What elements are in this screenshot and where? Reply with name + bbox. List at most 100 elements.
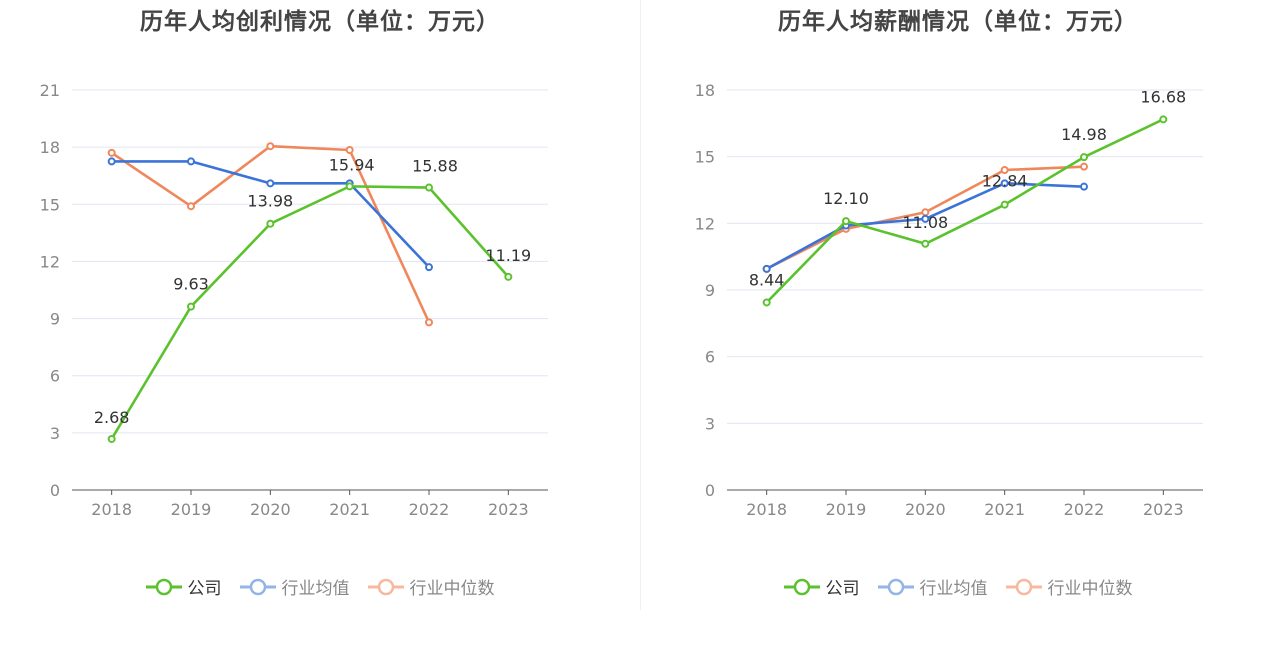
y-tick-label: 3 <box>705 414 715 433</box>
series-avg <box>107 157 433 272</box>
legend-item-avg[interactable]: 行业均值 <box>877 574 988 599</box>
x-tick-label: 2018 <box>746 500 787 519</box>
chart-title: 历年人均创利情况（单位：万元） <box>140 9 500 35</box>
data-label: 2.68 <box>94 408 130 427</box>
legend-marker-icon <box>877 578 914 595</box>
legend-item-avg[interactable]: 行业均值 <box>239 574 350 599</box>
x-tick-label: 2021 <box>329 500 370 519</box>
legend-item-company[interactable]: 公司 <box>783 574 860 599</box>
data-label: 15.88 <box>412 157 458 176</box>
legend-marker-icon <box>783 578 820 595</box>
data-point-avg <box>1000 179 1009 188</box>
data-point-median <box>107 148 116 157</box>
profit-per-capita-chart: 0 3 6 9 12 15 18 21 2018 2019 2020 2021 2022 2023 2.68… <box>40 81 548 519</box>
chart-title: 历年人均薪酬情况（单位：万元） <box>778 9 1138 35</box>
data-point-company <box>762 298 771 307</box>
data-point-company <box>1000 200 1009 209</box>
data-point-company <box>1159 115 1168 124</box>
y-tick-label: 6 <box>50 367 60 386</box>
y-tick-label: 15 <box>40 195 60 214</box>
panel-divider <box>640 0 641 610</box>
data-label: 8.44 <box>749 270 785 289</box>
series-line-median <box>110 144 431 323</box>
data-point-avg <box>266 179 275 188</box>
y-tick-label: 12 <box>695 214 715 233</box>
data-point-median <box>1080 162 1088 171</box>
data-label: 12.84 <box>982 172 1028 191</box>
x-tick-label: 2023 <box>488 500 529 519</box>
data-label: 11.19 <box>485 246 531 265</box>
data-point-avg <box>107 157 116 166</box>
data-point-median <box>1000 166 1009 174</box>
legend-label: 行业均值 <box>281 579 350 599</box>
salary-per-capita-chart: 0 3 6 9 12 15 18 2018 2019 2020 2021 2022 2023 8.44 12… <box>695 81 1203 519</box>
x-tick-label: 2019 <box>826 500 867 519</box>
series-line-avg <box>111 160 430 269</box>
series-line-company <box>110 185 510 440</box>
data-point-company <box>504 272 513 281</box>
series-line-company <box>765 118 1164 304</box>
data-label: 9.63 <box>173 275 209 294</box>
x-tick-label: 2023 <box>1143 500 1184 519</box>
right-chart-panel: 历年人均薪酬情况（单位：万元） 0 3 6 9 12 15 18 2018 2019 2020 20… <box>641 0 1275 655</box>
legend-item-median[interactable]: 行业中位数 <box>1005 574 1133 599</box>
chart-legend: 公司 行业均值 行业中位数 <box>0 574 640 599</box>
legend-marker-icon <box>239 578 276 595</box>
y-tick-label: 15 <box>695 148 715 167</box>
data-point-avg <box>187 157 195 166</box>
y-tick-label: 6 <box>705 348 715 367</box>
y-tick-label: 0 <box>50 481 60 500</box>
data-point-company <box>107 434 116 443</box>
y-tick-label: 9 <box>50 310 60 329</box>
legend-marker-icon <box>145 578 182 595</box>
y-tick-label: 0 <box>705 481 715 500</box>
data-label: 11.08 <box>902 213 948 232</box>
x-tick-label: 2020 <box>905 500 946 519</box>
y-tick-label: 12 <box>40 252 60 271</box>
data-point-median <box>266 142 275 151</box>
legend-item-company[interactable]: 公司 <box>145 574 222 599</box>
legend-marker-icon <box>1005 578 1042 595</box>
series-median <box>107 142 433 327</box>
x-tick-label: 2019 <box>171 500 212 519</box>
x-tick-label: 2022 <box>1064 500 1105 519</box>
data-point-company <box>842 217 850 226</box>
data-point-company <box>345 182 354 191</box>
data-point-avg <box>921 214 930 223</box>
legend-label: 行业中位数 <box>409 579 495 599</box>
x-tick-label: 2021 <box>984 500 1025 519</box>
series-company <box>762 115 1168 307</box>
legend-label: 公司 <box>825 579 860 599</box>
data-label: 13.98 <box>247 192 293 211</box>
data-label: 16.68 <box>1140 87 1186 106</box>
data-point-avg <box>425 263 433 272</box>
data-label: 15.94 <box>329 155 375 174</box>
data-label: 14.98 <box>1061 125 1107 144</box>
data-point-company <box>1080 153 1088 162</box>
data-point-avg <box>762 264 771 273</box>
x-tick-label: 2022 <box>409 500 450 519</box>
chart-legend: 公司 行业均值 行业中位数 <box>641 574 1275 599</box>
left-chart-panel: 历年人均创利情况（单位：万元） 0 3 6 9 12 15 18 21 2018 2019 2020… <box>0 9 640 599</box>
y-tick-label: 18 <box>40 138 60 157</box>
y-tick-label: 9 <box>705 281 715 300</box>
legend-marker-icon <box>367 578 404 595</box>
data-point-company <box>187 302 195 311</box>
data-label: 12.10 <box>823 189 869 208</box>
data-point-company <box>425 183 433 192</box>
series-company <box>107 182 513 443</box>
data-point-median <box>187 202 195 211</box>
data-point-median <box>425 318 433 327</box>
data-point-company <box>266 219 275 228</box>
data-point-company <box>921 239 930 248</box>
legend-label: 公司 <box>187 579 222 599</box>
y-tick-label: 3 <box>50 424 60 443</box>
legend-item-median[interactable]: 行业中位数 <box>367 574 495 599</box>
legend-label: 行业中位数 <box>1047 579 1133 599</box>
x-tick-label: 2020 <box>250 500 291 519</box>
data-point-avg <box>1080 182 1088 191</box>
x-tick-label: 2018 <box>91 500 132 519</box>
y-tick-label: 18 <box>695 81 715 100</box>
data-point-median <box>345 146 354 154</box>
y-tick-label: 21 <box>40 81 60 100</box>
